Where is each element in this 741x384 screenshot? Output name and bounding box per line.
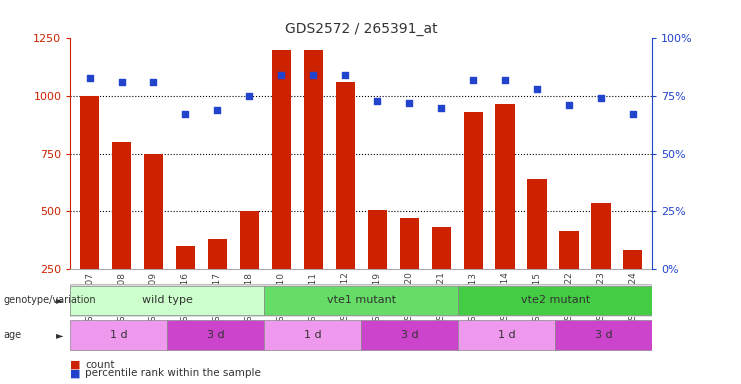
Point	[435, 104, 447, 111]
Point	[308, 72, 319, 78]
Bar	[368, 210, 387, 269]
Text: 1 d: 1 d	[498, 330, 516, 340]
Bar	[591, 203, 611, 269]
Bar	[265, 320, 362, 350]
Bar	[167, 320, 265, 350]
Text: count: count	[85, 360, 115, 370]
Point	[467, 77, 479, 83]
Bar	[555, 320, 652, 350]
Point	[403, 100, 415, 106]
Bar	[362, 320, 458, 350]
Bar	[70, 320, 167, 350]
Bar	[70, 286, 265, 315]
Point	[147, 79, 159, 85]
Point	[531, 86, 543, 92]
Bar	[207, 239, 227, 269]
Bar	[272, 50, 291, 269]
Text: percentile rank within the sample: percentile rank within the sample	[85, 368, 261, 378]
Text: age: age	[4, 330, 21, 340]
Text: 1 d: 1 d	[110, 330, 127, 340]
Title: GDS2572 / 265391_at: GDS2572 / 265391_at	[285, 22, 437, 36]
Text: wild type: wild type	[142, 295, 193, 306]
Bar	[458, 286, 652, 315]
Bar	[112, 142, 131, 269]
Point	[179, 111, 191, 118]
Text: 1 d: 1 d	[304, 330, 322, 340]
Text: 3 d: 3 d	[401, 330, 419, 340]
Text: ■: ■	[70, 368, 81, 378]
Bar	[265, 286, 458, 315]
Text: vte2 mutant: vte2 mutant	[520, 295, 590, 306]
Bar	[399, 218, 419, 269]
Bar	[464, 112, 482, 269]
Bar	[144, 154, 163, 269]
Point	[116, 79, 127, 85]
Bar	[496, 104, 515, 269]
Bar	[623, 250, 642, 269]
Point	[627, 111, 639, 118]
Point	[84, 74, 96, 81]
Bar	[80, 96, 99, 269]
Point	[563, 102, 575, 108]
Bar	[240, 211, 259, 269]
Text: 3 d: 3 d	[595, 330, 612, 340]
Bar	[559, 231, 579, 269]
Text: 3 d: 3 d	[207, 330, 225, 340]
Point	[371, 98, 383, 104]
Point	[244, 93, 256, 99]
Text: ►: ►	[56, 295, 63, 306]
Point	[595, 95, 607, 101]
Bar	[304, 50, 323, 269]
Text: ►: ►	[56, 330, 63, 340]
Bar	[336, 82, 355, 269]
Point	[276, 72, 288, 78]
Bar	[176, 246, 195, 269]
Text: vte1 mutant: vte1 mutant	[327, 295, 396, 306]
Point	[211, 107, 223, 113]
Bar	[528, 179, 547, 269]
Point	[339, 72, 351, 78]
Text: ■: ■	[70, 360, 81, 370]
Bar	[458, 320, 555, 350]
Bar	[431, 227, 451, 269]
Text: genotype/variation: genotype/variation	[4, 295, 96, 306]
Point	[499, 77, 511, 83]
